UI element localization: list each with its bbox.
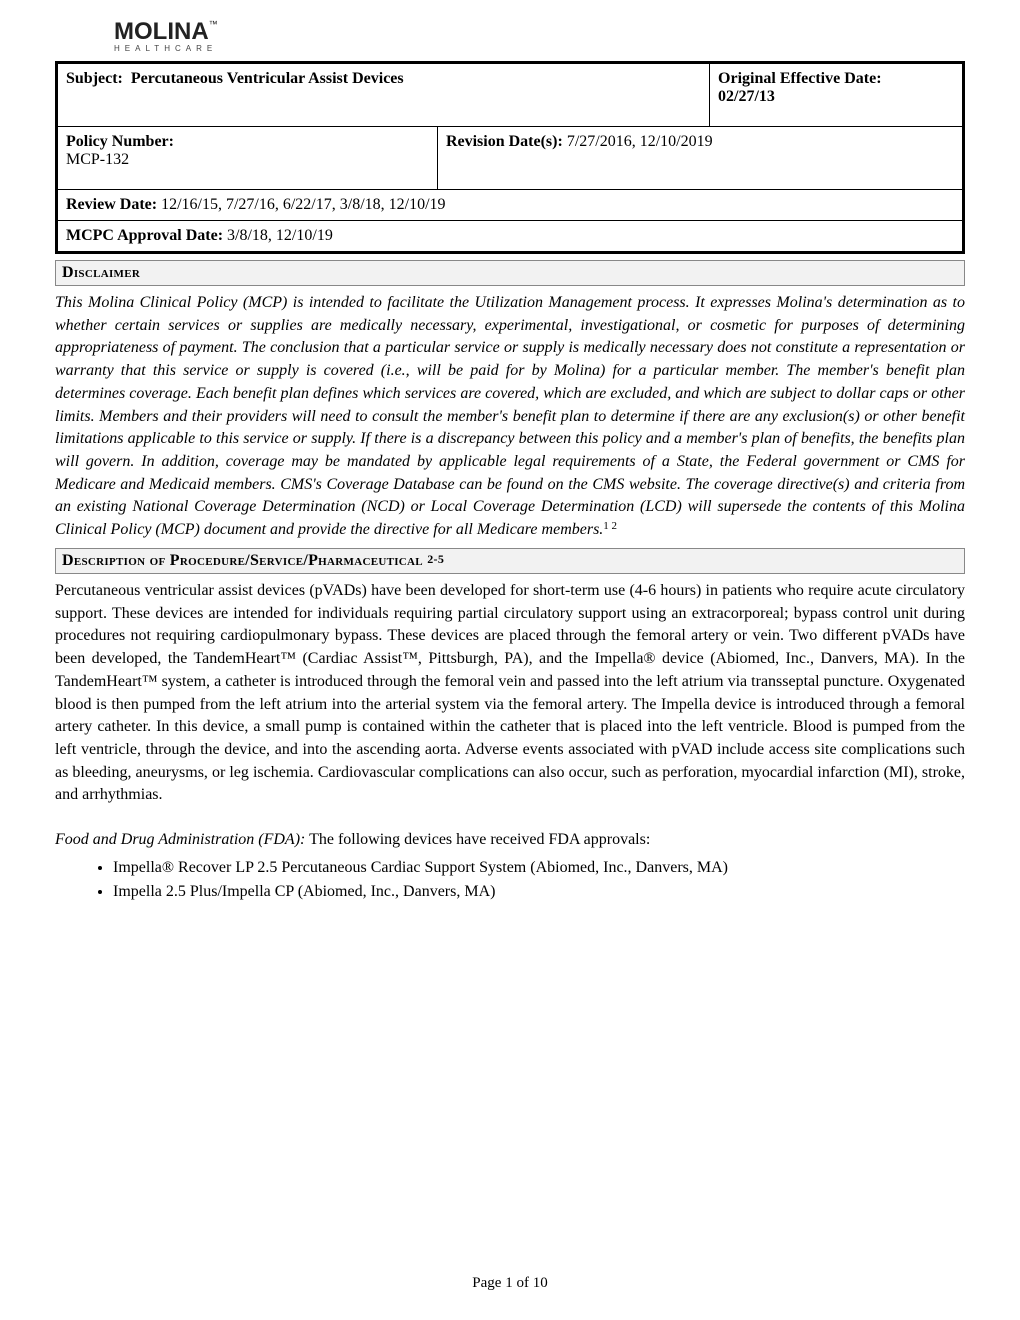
- logo-subtitle: HEALTHCARE: [114, 44, 218, 53]
- description-title: Description of Procedure/Service/Pharmac…: [62, 552, 423, 569]
- policy-num-label: Policy Number:: [66, 133, 174, 150]
- description-body: Percutaneous ventricular assist devices …: [55, 580, 965, 807]
- disclaimer-refs: 1 2: [603, 520, 617, 532]
- description-heading: Description of Procedure/Service/Pharmac…: [55, 548, 965, 574]
- fda-device-list: Impella® Recover LP 2.5 Percutaneous Car…: [113, 856, 965, 904]
- mcpc-value: 3/8/18, 12/10/19: [227, 227, 333, 244]
- mcpc-label: MCPC Approval Date:: [66, 227, 223, 244]
- review-label: Review Date:: [66, 196, 157, 213]
- header-table: Subject: Percutaneous Ventricular Assist…: [55, 61, 965, 254]
- logo-brand-text: MOLINA: [114, 18, 209, 45]
- orig-date-label: Original Effective Date:: [718, 70, 882, 87]
- revision-label: Revision Date(s):: [446, 133, 563, 150]
- disclaimer-title: Disclaimer: [62, 264, 140, 281]
- page-footer: Page 1 of 10: [0, 1275, 1020, 1292]
- list-item: Impella 2.5 Plus/Impella CP (Abiomed, In…: [113, 880, 965, 904]
- list-item: Impella® Recover LP 2.5 Percutaneous Car…: [113, 856, 965, 880]
- description-refs: 2-5: [427, 552, 444, 566]
- subject-value: Percutaneous Ventricular Assist Devices: [131, 70, 404, 87]
- subject-label: Subject:: [66, 70, 123, 87]
- fda-line: Food and Drug Administration (FDA): The …: [55, 829, 965, 852]
- revision-value: 7/27/2016, 12/10/2019: [567, 133, 713, 150]
- orig-date-value: 02/27/13: [718, 88, 775, 105]
- disclaimer-heading: Disclaimer: [55, 260, 965, 286]
- policy-num-value: MCP-132: [66, 151, 129, 168]
- disclaimer-text: This Molina Clinical Policy (MCP) is int…: [55, 294, 965, 538]
- review-value: 12/16/15, 7/27/16, 6/22/17, 3/8/18, 12/1…: [161, 196, 445, 213]
- logo-figures: [55, 20, 108, 38]
- logo: MOLINA™ HEALTHCARE: [55, 20, 965, 53]
- logo-tm: ™: [209, 19, 218, 29]
- disclaimer-body: This Molina Clinical Policy (MCP) is int…: [55, 292, 965, 542]
- logo-brand: MOLINA™: [114, 20, 218, 44]
- fda-lead-italic: Food and Drug Administration (FDA):: [55, 831, 305, 848]
- fda-lead-rest: The following devices have received FDA …: [305, 831, 650, 848]
